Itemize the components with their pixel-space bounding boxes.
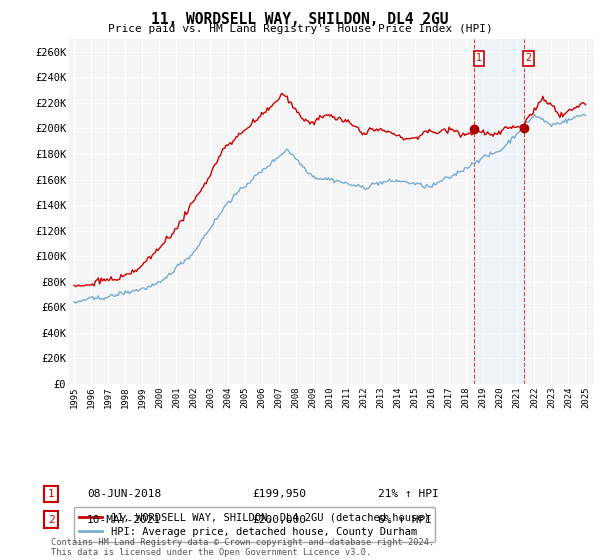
Text: 6% ↑ HPI: 6% ↑ HPI: [378, 515, 432, 525]
Text: 1: 1: [476, 53, 482, 63]
Text: Price paid vs. HM Land Registry's House Price Index (HPI): Price paid vs. HM Land Registry's House …: [107, 24, 493, 34]
Text: 1: 1: [47, 489, 55, 499]
Text: £200,000: £200,000: [252, 515, 306, 525]
Text: £199,950: £199,950: [252, 489, 306, 499]
Text: 2: 2: [47, 515, 55, 525]
Text: 08-JUN-2018: 08-JUN-2018: [87, 489, 161, 499]
Text: 2: 2: [526, 53, 532, 63]
Text: 10-MAY-2021: 10-MAY-2021: [87, 515, 161, 525]
Bar: [474, 39, 524, 384]
Legend: 11, WORDSELL WAY, SHILDON, DL4 2GU (detached house), HPI: Average price, detache: 11, WORDSELL WAY, SHILDON, DL4 2GU (deta…: [74, 507, 434, 542]
Text: 11, WORDSELL WAY, SHILDON, DL4 2GU: 11, WORDSELL WAY, SHILDON, DL4 2GU: [151, 12, 449, 27]
Text: 21% ↑ HPI: 21% ↑ HPI: [378, 489, 439, 499]
Text: Contains HM Land Registry data © Crown copyright and database right 2024.
This d: Contains HM Land Registry data © Crown c…: [51, 538, 434, 557]
